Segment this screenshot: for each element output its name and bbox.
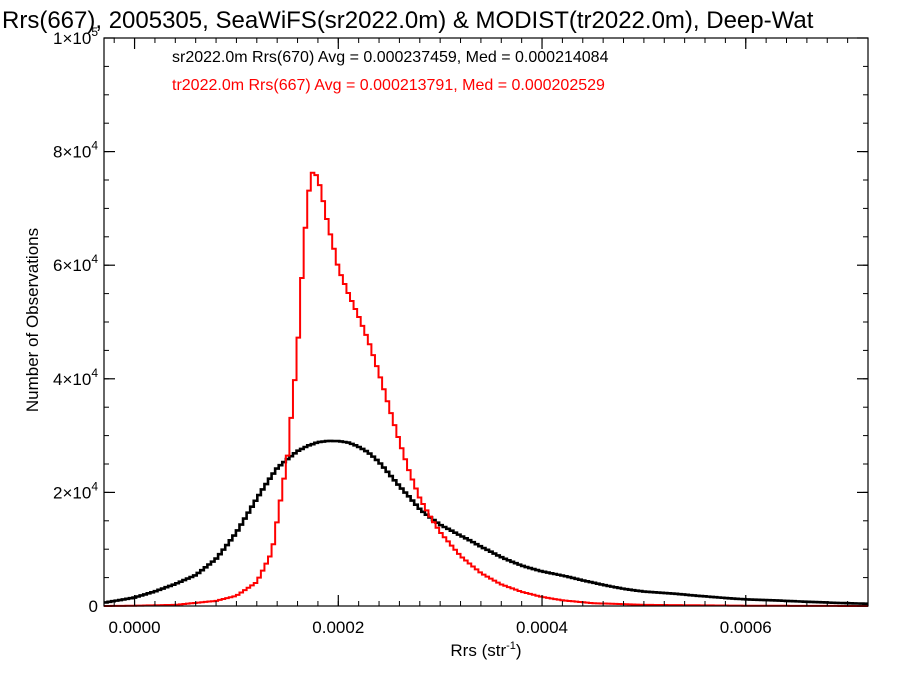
plot-frame — [103, 37, 869, 607]
x-axis-label: Rrs (str-1) — [450, 640, 521, 660]
y-tick-label: 6×104 — [53, 252, 98, 275]
x-tick-label: 0.0006 — [720, 618, 772, 637]
y-tick-label: 8×104 — [53, 139, 98, 162]
y-tick-label: 1×105 — [53, 25, 98, 48]
chart-title: Rrs(667), 2005305, SeaWiFS(sr2022.0m) & … — [2, 7, 814, 34]
y-tick-label: 0 — [89, 597, 98, 616]
plot-area: 0.0000 0.0002 0.0004 0.0006 0 2×104 4×104 6×104… — [53, 25, 869, 637]
x-tick-label: 0.0002 — [312, 618, 364, 637]
y-axis-label: Number of Observations — [23, 228, 42, 412]
series-line-tr2022 — [104, 171, 868, 607]
series-line-sr2022 — [104, 439, 869, 606]
y-tick-label: 2×104 — [53, 479, 98, 502]
x-tick-label: 0.0004 — [516, 618, 568, 637]
annotation-black: sr2022.0m Rrs(670) Avg = 0.000237459, Me… — [172, 49, 609, 66]
y-tick-label: 4×104 — [53, 366, 98, 389]
x-tick-label: 0.0000 — [109, 618, 161, 637]
annotation-red: tr2022.0m Rrs(667) Avg = 0.000213791, Me… — [172, 77, 605, 94]
